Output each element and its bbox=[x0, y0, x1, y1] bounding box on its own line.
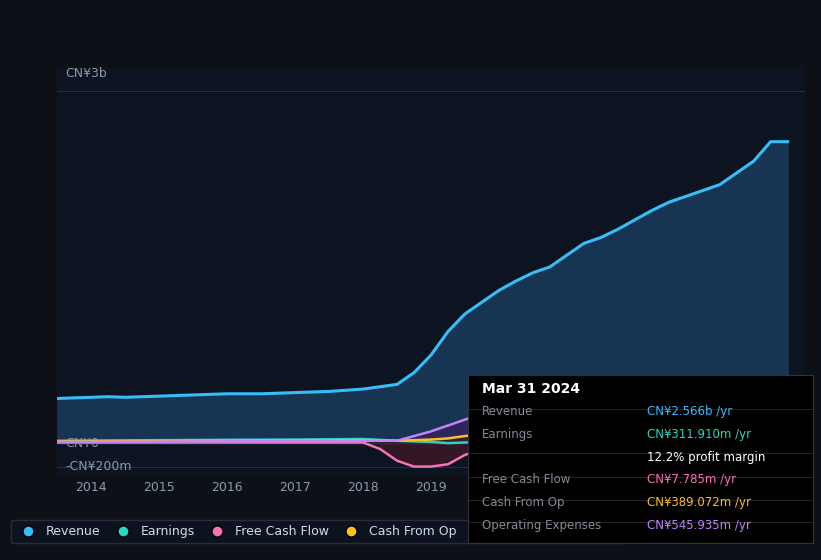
Text: Cash From Op: Cash From Op bbox=[482, 496, 564, 509]
Text: CN¥3b: CN¥3b bbox=[65, 67, 107, 80]
Text: CN¥545.935m /yr: CN¥545.935m /yr bbox=[647, 519, 751, 532]
Text: Operating Expenses: Operating Expenses bbox=[482, 519, 601, 532]
Text: Earnings: Earnings bbox=[482, 428, 533, 441]
Text: CN¥389.072m /yr: CN¥389.072m /yr bbox=[647, 496, 751, 509]
Text: CN¥7.785m /yr: CN¥7.785m /yr bbox=[647, 474, 736, 487]
Text: 12.2% profit margin: 12.2% profit margin bbox=[647, 451, 766, 464]
Text: CN¥2.566b /yr: CN¥2.566b /yr bbox=[647, 405, 732, 418]
Text: Mar 31 2024: Mar 31 2024 bbox=[482, 382, 580, 396]
Text: Revenue: Revenue bbox=[482, 405, 533, 418]
Legend: Revenue, Earnings, Free Cash Flow, Cash From Op, Operating Expenses: Revenue, Earnings, Free Cash Flow, Cash … bbox=[11, 520, 627, 543]
Text: CN¥311.910m /yr: CN¥311.910m /yr bbox=[647, 428, 751, 441]
Text: -CN¥200m: -CN¥200m bbox=[65, 460, 131, 473]
Text: CN¥0: CN¥0 bbox=[65, 437, 99, 450]
Text: Free Cash Flow: Free Cash Flow bbox=[482, 474, 570, 487]
